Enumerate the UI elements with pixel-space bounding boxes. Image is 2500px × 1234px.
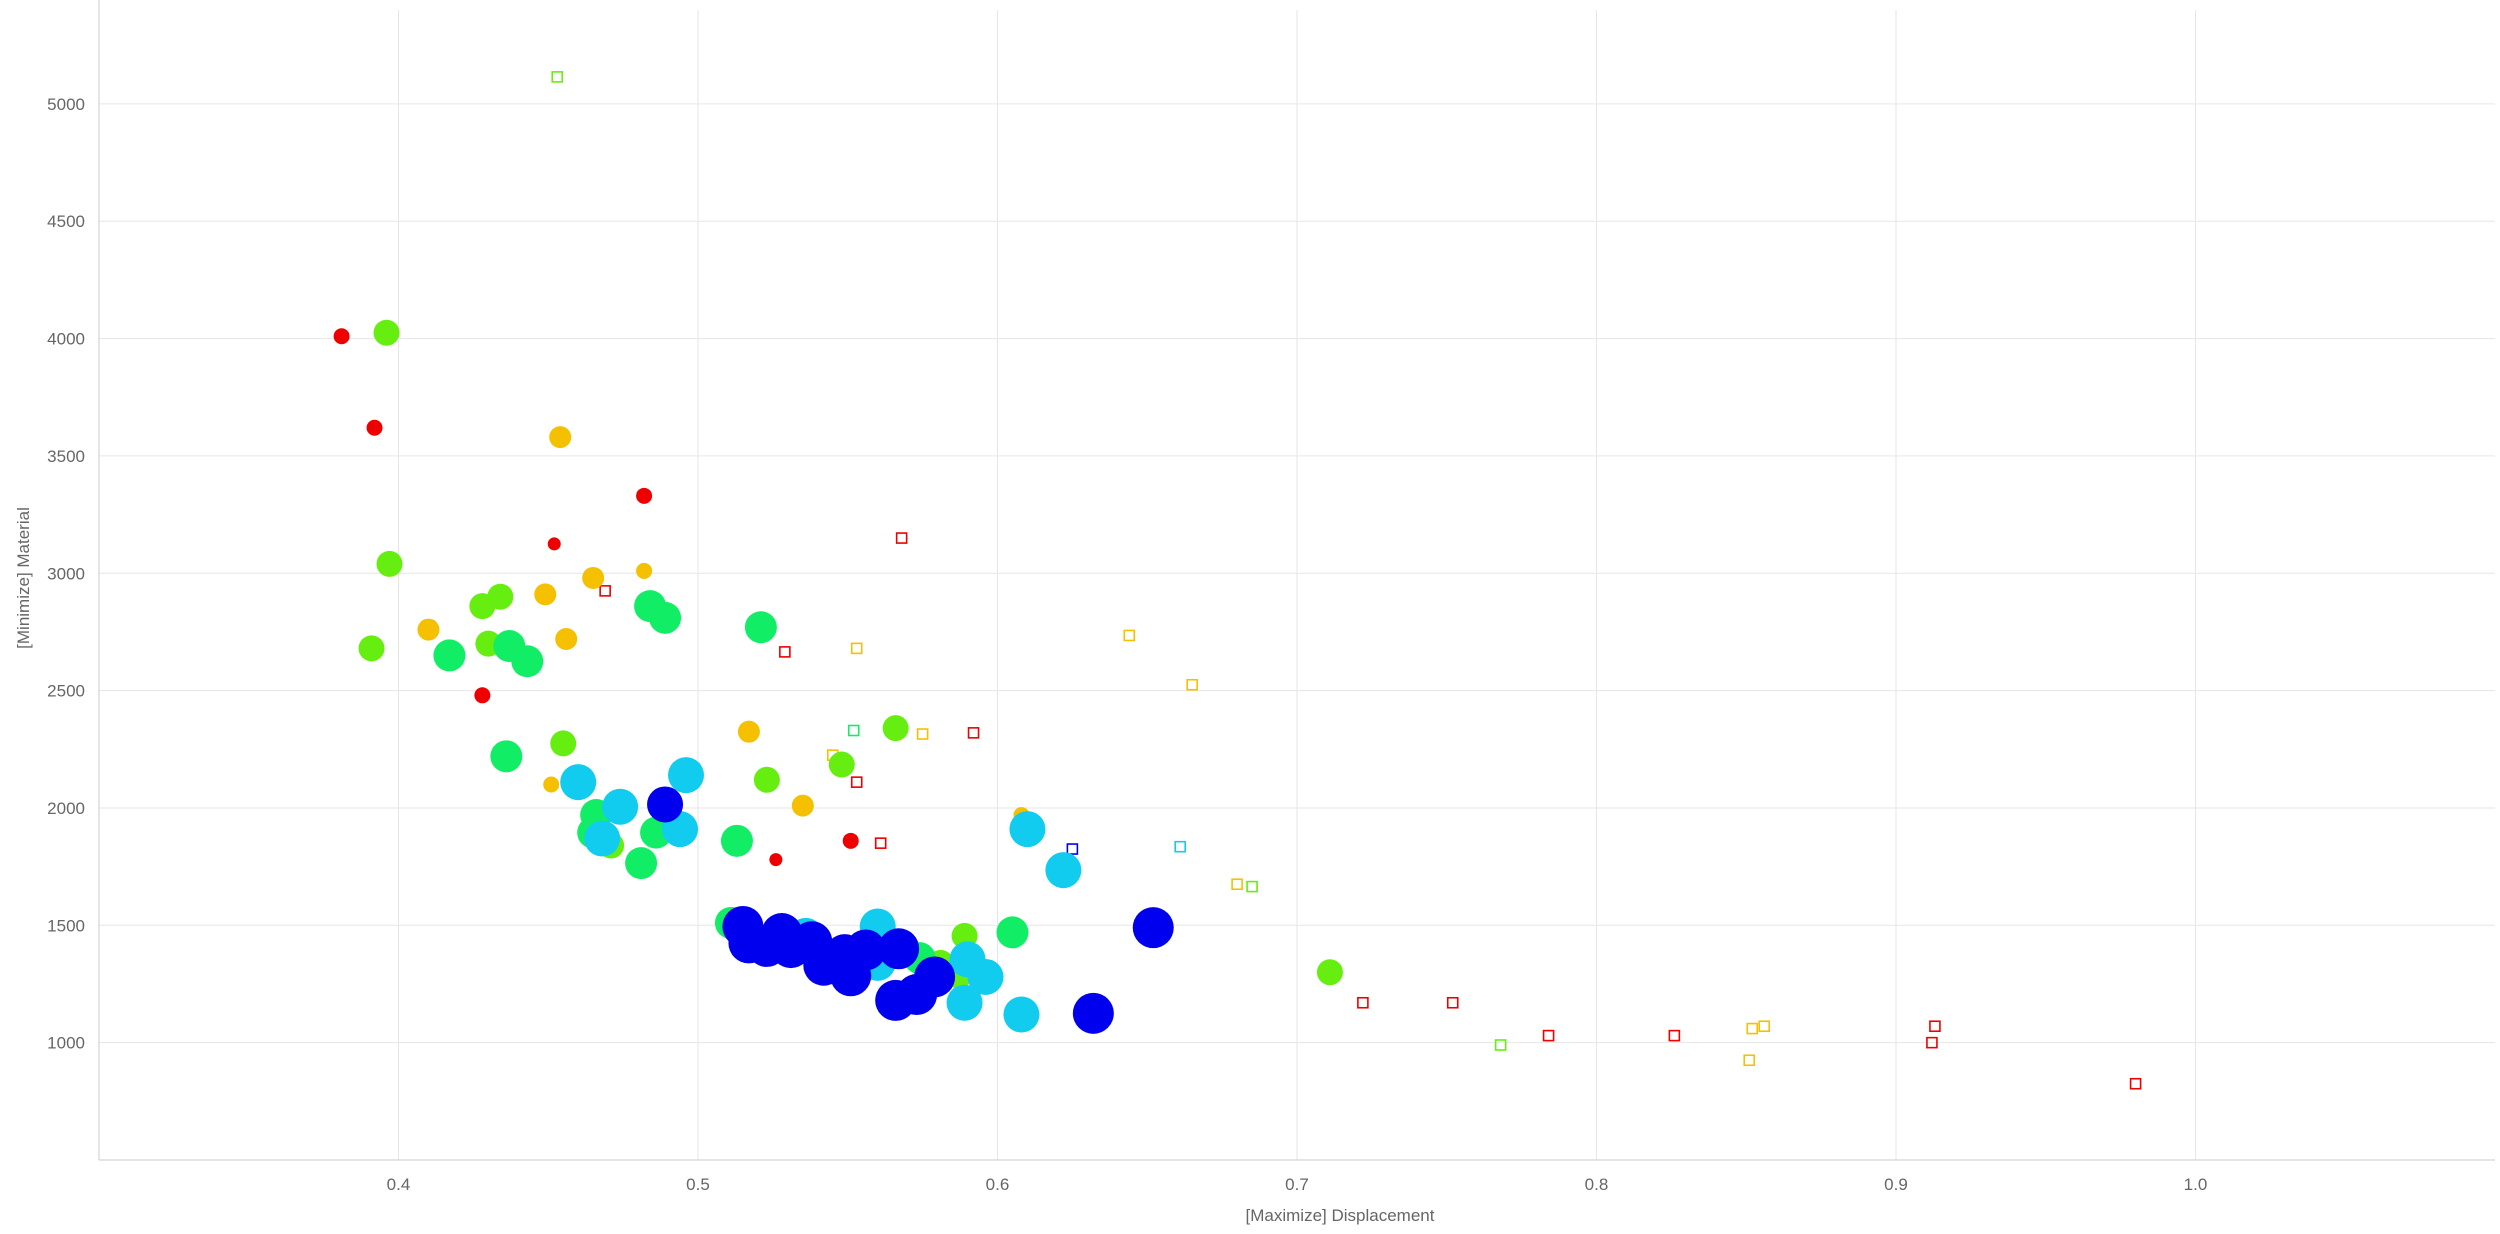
hollow-data-point xyxy=(850,642,863,655)
y-tick-label: 1000 xyxy=(47,1034,85,1053)
filled-data-point xyxy=(490,740,523,773)
filled-data-point xyxy=(534,583,557,606)
filled-point-series xyxy=(333,319,1343,1034)
hollow-data-point xyxy=(1668,1029,1681,1042)
y-tick-label: 4000 xyxy=(47,330,85,349)
filled-data-point xyxy=(649,601,682,634)
hollow-data-point xyxy=(850,776,863,788)
hollow-data-point xyxy=(895,532,908,544)
filled-data-point xyxy=(1009,811,1046,848)
filled-data-point xyxy=(914,956,956,998)
filled-data-point xyxy=(996,916,1029,949)
hollow-data-point xyxy=(2129,1077,2142,1090)
hollow-data-point xyxy=(1186,678,1198,691)
hollow-data-point xyxy=(1542,1029,1555,1042)
filled-data-point xyxy=(543,776,560,793)
filled-data-point xyxy=(1045,852,1082,889)
filled-data-point xyxy=(1316,959,1343,986)
filled-data-point xyxy=(487,583,514,610)
filled-data-point xyxy=(560,764,597,801)
filled-data-point xyxy=(333,328,350,345)
filled-data-point xyxy=(511,645,544,678)
hollow-data-point xyxy=(1231,878,1243,891)
filled-data-point xyxy=(549,426,572,449)
filled-data-point xyxy=(366,419,383,436)
filled-data-point xyxy=(737,720,760,743)
filled-data-point xyxy=(744,611,777,644)
filled-data-point xyxy=(1072,992,1114,1034)
filled-data-point xyxy=(625,847,658,880)
hollow-data-point xyxy=(1926,1036,1938,1049)
filled-data-point xyxy=(636,487,653,504)
hollow-data-point xyxy=(779,646,791,658)
filled-data-point xyxy=(417,618,440,641)
filled-data-point xyxy=(769,853,783,867)
y-tick-label: 3000 xyxy=(47,564,85,583)
filled-data-point xyxy=(547,537,561,551)
filled-data-point xyxy=(753,766,780,793)
x-tick-label: 0.4 xyxy=(387,1175,411,1194)
filled-data-point xyxy=(373,319,400,346)
hollow-data-point xyxy=(1446,996,1459,1009)
filled-data-point xyxy=(791,794,814,817)
hollow-data-point xyxy=(1758,1020,1771,1033)
hollow-data-point xyxy=(1357,996,1369,1009)
filled-data-point xyxy=(1003,996,1040,1033)
filled-data-point xyxy=(1132,907,1174,949)
filled-data-point xyxy=(647,786,684,823)
filled-data-point xyxy=(636,562,653,579)
hollow-data-point xyxy=(599,585,611,597)
filled-data-point xyxy=(358,635,385,662)
x-axis-title: [Maximize] Displacement xyxy=(1246,1206,1435,1225)
filled-data-point xyxy=(720,824,753,857)
x-tick-label: 0.9 xyxy=(1884,1175,1908,1194)
y-tick-label: 2000 xyxy=(47,799,85,818)
axes: 0.4 0.5 0.6 0.7 0.8 0.9 1.0 1000 1500 2000 2500 300… xyxy=(47,0,2495,1194)
hollow-data-point xyxy=(1746,1022,1759,1035)
hollow-data-point xyxy=(1174,840,1186,853)
filled-data-point xyxy=(828,751,855,778)
y-axis-title: [Minimize] Material xyxy=(14,507,33,649)
hollow-data-point xyxy=(916,728,929,740)
y-tick-label: 3500 xyxy=(47,447,85,466)
filled-data-point xyxy=(474,687,491,704)
filled-data-point xyxy=(584,820,621,857)
filled-data-point xyxy=(550,730,577,757)
filled-data-point xyxy=(376,550,403,577)
hollow-data-point xyxy=(847,724,860,737)
x-tick-label: 1.0 xyxy=(2184,1175,2208,1194)
hollow-data-point xyxy=(1246,880,1258,893)
hollow-data-point xyxy=(1743,1054,1756,1067)
x-tick-label: 0.8 xyxy=(1585,1175,1609,1194)
filled-data-point xyxy=(433,639,466,672)
x-tick-label: 0.5 xyxy=(686,1175,710,1194)
y-tick-label: 2500 xyxy=(47,682,85,701)
hollow-point-series xyxy=(551,71,2142,1090)
x-tick-label: 0.7 xyxy=(1285,1175,1309,1194)
filled-data-point xyxy=(878,928,920,970)
grid xyxy=(99,10,2495,1160)
y-tick-label: 1500 xyxy=(47,916,85,935)
hollow-data-point xyxy=(1494,1039,1507,1051)
filled-data-point xyxy=(842,832,859,849)
filled-data-point xyxy=(845,929,887,971)
hollow-data-point xyxy=(1123,629,1136,642)
y-tick-label: 4500 xyxy=(47,212,85,231)
hollow-data-point xyxy=(874,837,887,849)
hollow-data-point xyxy=(967,727,980,739)
y-tick-label: 5000 xyxy=(47,95,85,114)
x-tick-label: 0.6 xyxy=(986,1175,1010,1194)
filled-data-point xyxy=(582,566,605,589)
filled-data-point xyxy=(555,627,578,650)
filled-data-point xyxy=(967,958,1004,995)
hollow-data-point xyxy=(1066,843,1079,855)
filled-data-point xyxy=(668,757,705,794)
filled-data-point xyxy=(882,715,909,742)
filled-data-point xyxy=(602,788,639,825)
hollow-data-point xyxy=(551,71,564,83)
filled-data-point xyxy=(946,984,983,1021)
hollow-data-point xyxy=(1929,1020,1941,1033)
